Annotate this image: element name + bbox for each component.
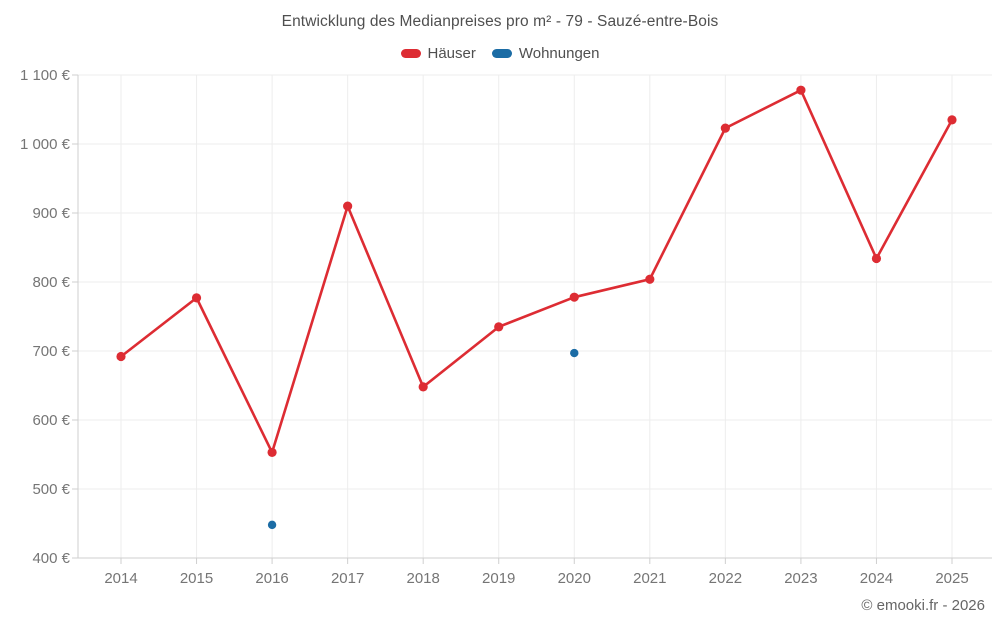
x-tick-label: 2022	[709, 570, 742, 587]
y-tick-label: 400 €	[32, 550, 70, 567]
haeuser-data-point[interactable]	[796, 85, 806, 95]
y-tick-label: 800 €	[32, 274, 70, 291]
x-tick-label: 2019	[482, 570, 515, 587]
x-tick-label: 2018	[406, 570, 439, 587]
haeuser-data-point[interactable]	[116, 351, 126, 362]
wohnungen-data-point[interactable]	[570, 348, 579, 358]
chart-title: Entwicklung des Medianpreises pro m² - 7…	[281, 13, 719, 30]
haeuser-data-point[interactable]	[720, 123, 730, 133]
haeuser-data-point[interactable]	[418, 382, 428, 392]
haeuser-data-point[interactable]	[871, 253, 882, 264]
x-tick-label: 2023	[784, 570, 817, 587]
legend-label-wohnungen: Wohnungen	[518, 45, 600, 62]
x-tick-label: 2016	[255, 570, 288, 587]
haeuser-line	[119, 88, 954, 454]
x-tick-label: 2014	[104, 570, 137, 587]
legend-label-haeuser: Häuser	[427, 45, 476, 62]
legend-swatch-wohnungen-icon	[491, 49, 512, 58]
y-tick-label: 1 000 €	[20, 136, 71, 153]
haeuser-data-point[interactable]	[267, 447, 277, 458]
legend-item-haeuser[interactable]: Häuser	[400, 45, 476, 62]
haeuser-data-point[interactable]	[645, 274, 655, 284]
x-tick-label: 2024	[860, 570, 893, 587]
haeuser-data-point[interactable]	[191, 293, 202, 303]
y-tick-label: 500 €	[32, 481, 70, 498]
y-tick-label: 1 100 €	[20, 67, 71, 84]
haeuser-data-point[interactable]	[569, 292, 579, 302]
x-tick-label: 2017	[331, 570, 364, 587]
credit-text: © emooki.fr - 2026	[861, 597, 985, 614]
wohnungen-data-point[interactable]	[267, 520, 277, 530]
y-tick-label: 600 €	[32, 412, 70, 429]
legend-item-wohnungen[interactable]: Wohnungen	[491, 45, 600, 62]
legend-swatch-haeuser-icon	[400, 49, 421, 58]
legend: Häuser Wohnungen	[0, 45, 1000, 62]
haeuser-data-point[interactable]	[947, 115, 957, 125]
haeuser-data-point[interactable]	[343, 201, 353, 211]
x-tick-label: 2020	[558, 570, 591, 587]
x-tick-label: 2021	[633, 570, 666, 587]
x-tick-label: 2015	[180, 570, 213, 587]
y-tick-label: 900 €	[32, 205, 70, 222]
x-tick-label: 2025	[935, 570, 968, 587]
haeuser-data-point[interactable]	[494, 322, 504, 332]
y-tick-label: 700 €	[32, 343, 70, 360]
